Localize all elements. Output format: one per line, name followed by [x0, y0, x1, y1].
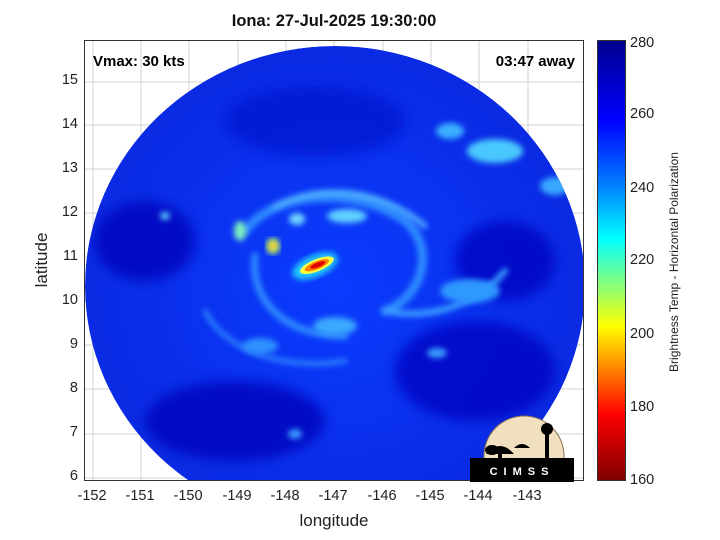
y-tick: 13: [61, 160, 78, 176]
y-tick: 8: [69, 380, 78, 396]
y-tick: 12: [61, 204, 78, 220]
colorbar-tick: 280: [630, 35, 655, 51]
colorbar-label: Brightness Temp - Horizontal Polarizatio…: [667, 152, 681, 372]
y-axis-label: latitude: [32, 232, 51, 288]
cimss-logo-text: CIMSS: [490, 466, 555, 478]
y-tick: 10: [61, 292, 78, 308]
y-tick: 11: [62, 248, 78, 264]
x-axis-label: longitude: [299, 511, 369, 530]
x-tick: -150: [173, 488, 203, 504]
x-tick: -144: [463, 488, 493, 504]
time-away-label: 03:47 away: [495, 53, 575, 70]
y-tick: 9: [69, 336, 78, 352]
y-tick: 6: [69, 468, 78, 484]
vmax-label: Vmax: 30 kts: [93, 53, 185, 70]
x-tick: -147: [318, 488, 348, 504]
x-tick: -143: [512, 488, 542, 504]
cimss-logo: CIMSS: [470, 415, 574, 482]
y-tick: 14: [61, 116, 78, 132]
colorbar: [597, 40, 626, 481]
colorbar-tick: 240: [630, 180, 655, 196]
x-tick: -146: [367, 488, 397, 504]
colorbar-tick: 260: [630, 106, 655, 122]
plot-title: Iona: 27-Jul-2025 19:30:00: [231, 12, 437, 30]
y-tick: 15: [61, 72, 78, 88]
x-tick: -149: [222, 488, 252, 504]
colorbar-tick: 160: [630, 472, 655, 488]
brightness-temp-image: [85, 41, 583, 480]
y-tick: 7: [69, 424, 78, 440]
x-tick: -145: [415, 488, 445, 504]
colorbar-tick: 180: [630, 399, 655, 415]
colorbar-tick: 200: [630, 326, 655, 342]
colorbar-tick: 220: [630, 252, 655, 268]
x-tick: -152: [77, 488, 107, 504]
x-tick: -151: [125, 488, 155, 504]
map-panel: Vmax: 30 kts 03:47 away: [84, 40, 584, 481]
x-tick: -148: [270, 488, 300, 504]
